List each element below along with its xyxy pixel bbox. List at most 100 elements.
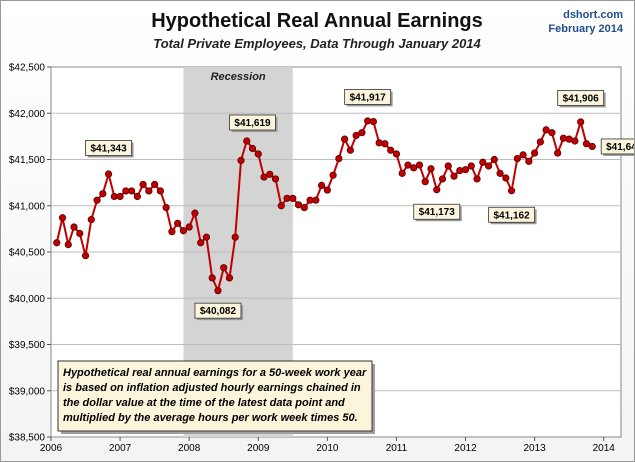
data-point bbox=[99, 190, 107, 198]
data-point bbox=[317, 181, 326, 189]
data-point bbox=[162, 204, 170, 212]
data-point bbox=[421, 178, 429, 186]
data-point bbox=[329, 171, 337, 179]
data-point bbox=[513, 154, 521, 163]
callout-box bbox=[344, 89, 392, 105]
data-point bbox=[387, 146, 395, 154]
data-point bbox=[456, 167, 464, 175]
data-point bbox=[179, 227, 188, 235]
data-point bbox=[415, 161, 424, 169]
data-point bbox=[531, 149, 539, 157]
callout: $41,906 bbox=[557, 90, 606, 108]
callout: $41,173 bbox=[413, 203, 462, 222]
callout-box bbox=[229, 114, 276, 131]
x-tick-label: 2006 bbox=[40, 443, 63, 454]
callout-label: $41,619 bbox=[234, 118, 271, 129]
callout: $41,641 bbox=[600, 138, 634, 156]
callout-label: $40,082 bbox=[200, 306, 237, 317]
note-line: Hypothetical real annual earnings for a … bbox=[63, 367, 367, 379]
y-tick-label: $40,500 bbox=[9, 248, 46, 259]
credit-date: February 2014 bbox=[548, 23, 623, 35]
data-point bbox=[168, 228, 176, 236]
data-point bbox=[404, 161, 412, 169]
data-point bbox=[231, 233, 239, 241]
data-point bbox=[81, 252, 90, 260]
x-tick-label: 2012 bbox=[454, 443, 477, 454]
data-point bbox=[191, 209, 199, 217]
data-point bbox=[202, 233, 211, 241]
x-tick-label: 2011 bbox=[386, 443, 408, 454]
x-tick-label: 2010 bbox=[316, 443, 339, 454]
callout: $41,343 bbox=[85, 140, 134, 158]
data-point bbox=[277, 202, 285, 210]
data-point bbox=[312, 196, 320, 204]
data-point bbox=[467, 162, 475, 170]
callout: $41,619 bbox=[229, 114, 278, 132]
note-line: is based on inflation adjusted hourly ea… bbox=[63, 382, 361, 394]
data-point bbox=[375, 139, 383, 147]
y-tick-label: $41,000 bbox=[9, 201, 46, 212]
data-point bbox=[352, 131, 360, 140]
data-point bbox=[289, 194, 297, 202]
data-point bbox=[502, 174, 510, 182]
callout-box bbox=[413, 203, 461, 220]
data-point bbox=[266, 170, 274, 178]
data-point bbox=[496, 169, 504, 177]
data-point bbox=[174, 219, 182, 227]
data-point bbox=[116, 192, 124, 201]
credit-site: dshort.com bbox=[563, 9, 623, 21]
data-point bbox=[128, 187, 136, 195]
callout: $40,082 bbox=[194, 302, 243, 321]
recession-label: Recession bbox=[211, 71, 266, 83]
data-point bbox=[53, 239, 61, 247]
data-point bbox=[410, 164, 418, 172]
data-point bbox=[323, 186, 331, 194]
data-point bbox=[398, 169, 406, 177]
data-point bbox=[214, 287, 222, 295]
data-point bbox=[392, 150, 401, 158]
data-point bbox=[479, 158, 487, 166]
x-tick-label: 2008 bbox=[178, 443, 201, 454]
callout-box bbox=[600, 138, 634, 155]
data-point bbox=[104, 170, 113, 178]
chart-subtitle: Total Private Employees, Data Through Ja… bbox=[153, 36, 481, 51]
note-line: multiplied by the average hours per work… bbox=[63, 412, 358, 424]
y-tick-label: $41,500 bbox=[9, 155, 46, 166]
data-point bbox=[93, 196, 101, 204]
y-tick-label: $40,000 bbox=[9, 294, 46, 305]
data-point bbox=[197, 239, 205, 247]
series-line bbox=[55, 118, 593, 294]
data-point bbox=[220, 264, 228, 272]
data-point bbox=[588, 142, 596, 151]
data-point bbox=[559, 134, 568, 142]
data-point bbox=[248, 144, 257, 153]
data-point bbox=[254, 150, 262, 158]
data-point bbox=[145, 187, 153, 195]
data-point bbox=[438, 175, 447, 183]
y-tick-label: $39,000 bbox=[9, 386, 46, 397]
data-point bbox=[346, 146, 354, 154]
data-point bbox=[507, 187, 516, 195]
data-point bbox=[70, 223, 78, 231]
data-point bbox=[548, 129, 556, 137]
data-point bbox=[260, 173, 268, 181]
callout-label: $41,641 bbox=[606, 142, 634, 153]
data-point bbox=[76, 229, 84, 238]
data-point bbox=[156, 187, 164, 195]
data-point bbox=[571, 137, 579, 145]
callout-box bbox=[85, 140, 132, 156]
data-point bbox=[64, 241, 72, 249]
callout-label: $41,917 bbox=[350, 92, 387, 103]
data-point bbox=[271, 175, 280, 183]
callout-box bbox=[488, 206, 535, 223]
y-tick-label: $42,000 bbox=[9, 109, 46, 120]
callout-label: $41,906 bbox=[563, 93, 600, 104]
data-point bbox=[139, 180, 147, 189]
data-point bbox=[461, 166, 470, 174]
data-point bbox=[369, 117, 378, 126]
x-tick-label: 2013 bbox=[524, 443, 547, 454]
plot-area: Recession $38,500 $39,000 $39,500 $40,000 $40… bbox=[9, 63, 634, 454]
data-point bbox=[554, 149, 562, 157]
data-point bbox=[243, 137, 251, 145]
data-point bbox=[294, 201, 303, 209]
